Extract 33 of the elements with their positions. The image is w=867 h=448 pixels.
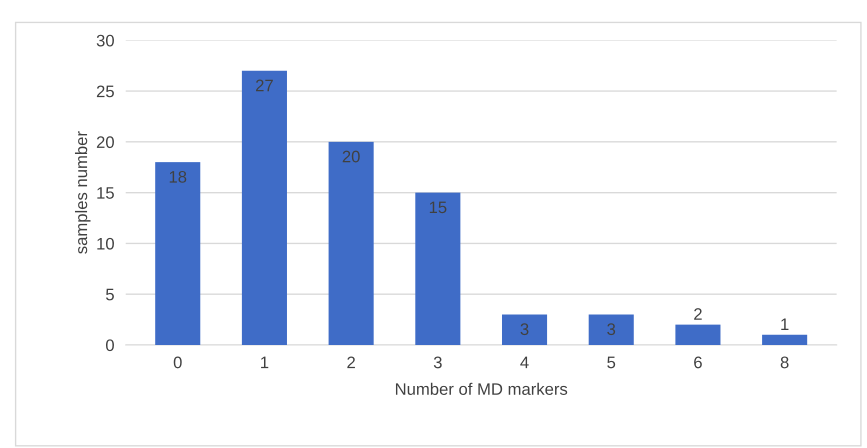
data-label: 20	[342, 150, 360, 162]
data-label: 1	[781, 318, 788, 330]
y-tick-label: 25	[96, 85, 114, 98]
x-tick-label: 6	[694, 356, 702, 368]
x-tick-label: 1	[261, 356, 268, 368]
y-axis-title: samples number	[74, 131, 91, 254]
y-tick-label: 0	[106, 339, 114, 352]
x-tick-label: 5	[607, 356, 616, 368]
data-label: 27	[256, 80, 273, 92]
x-axis-title: Number of MD markers	[396, 382, 568, 395]
bar	[675, 324, 720, 345]
data-label: 15	[430, 202, 446, 214]
bar	[155, 162, 200, 345]
x-tick-label: 2	[347, 356, 355, 368]
bar	[762, 334, 808, 345]
x-tick-label: 0	[174, 356, 182, 368]
data-label: 18	[170, 170, 186, 183]
bar	[588, 314, 634, 345]
bar	[502, 314, 548, 345]
y-tick-label: 20	[96, 136, 114, 148]
y-tick-label: 10	[97, 238, 114, 250]
data-label: 3	[520, 323, 528, 336]
x-tick-label: 4	[520, 356, 529, 368]
y-tick-label: 30	[96, 34, 114, 47]
bar	[415, 192, 460, 345]
x-tick-label: 8	[780, 356, 789, 368]
y-tick-label: 15	[97, 187, 114, 199]
data-label: 3	[607, 323, 616, 336]
x-tick-label: 3	[434, 356, 442, 368]
y-tick-label: 5	[106, 288, 114, 300]
bar	[242, 70, 287, 345]
data-label: 2	[694, 308, 702, 320]
bar	[328, 142, 374, 345]
